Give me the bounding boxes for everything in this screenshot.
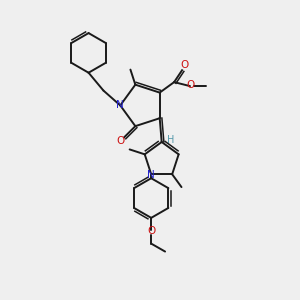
Text: O: O: [187, 80, 195, 90]
Text: N: N: [147, 170, 155, 180]
Text: N: N: [116, 100, 124, 110]
Text: O: O: [116, 136, 124, 146]
Text: O: O: [147, 226, 155, 236]
Text: O: O: [180, 60, 188, 70]
Text: H: H: [167, 135, 174, 145]
